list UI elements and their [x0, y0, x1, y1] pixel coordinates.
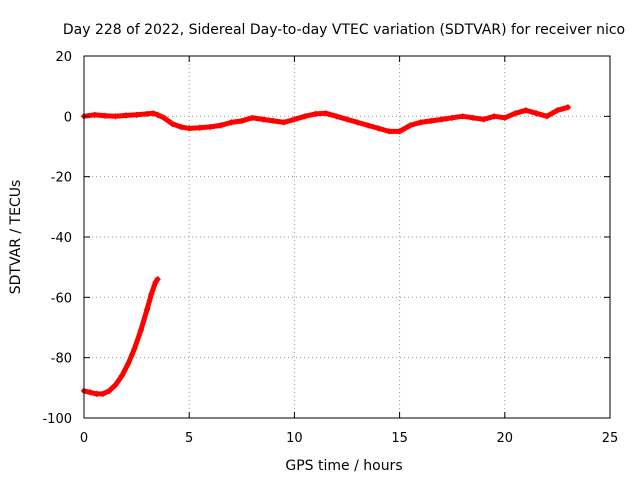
- data-point: [564, 104, 571, 111]
- data-point: [148, 291, 155, 298]
- data-point: [217, 122, 224, 129]
- data-point: [196, 124, 203, 131]
- data-point: [93, 390, 100, 397]
- data-point: [365, 122, 372, 129]
- y-tick-label: -40: [51, 231, 72, 246]
- data-point: [470, 114, 477, 121]
- data-point: [169, 120, 176, 127]
- y-tick-label: -20: [51, 171, 72, 186]
- data-point: [554, 107, 561, 114]
- data-point: [396, 128, 403, 135]
- series-main-trace: [81, 104, 571, 135]
- data-point: [102, 112, 109, 119]
- x-tick-label: 15: [391, 431, 408, 446]
- data-point: [150, 110, 157, 117]
- data-point: [160, 114, 167, 121]
- data-point: [106, 387, 113, 394]
- data-point: [133, 111, 140, 118]
- series-band: [81, 276, 161, 397]
- x-tick-label: 5: [185, 431, 193, 446]
- x-tick-label: 0: [80, 431, 88, 446]
- series-layer: [81, 104, 571, 397]
- y-tick-label: 0: [64, 110, 72, 125]
- data-point: [131, 345, 138, 352]
- series-lower-trace: [81, 276, 161, 397]
- data-point: [522, 107, 529, 114]
- data-point: [99, 390, 106, 397]
- data-point: [291, 116, 298, 123]
- data-point: [249, 114, 256, 121]
- data-point: [123, 112, 130, 119]
- data-point: [512, 110, 519, 117]
- data-point: [375, 125, 382, 132]
- data-point: [501, 114, 508, 121]
- data-point: [354, 119, 361, 126]
- data-point: [438, 116, 445, 123]
- y-tick-label: -60: [51, 291, 72, 306]
- data-point: [449, 114, 456, 121]
- data-point: [322, 110, 329, 117]
- data-point: [417, 119, 424, 126]
- data-point: [118, 372, 125, 379]
- data-point: [491, 113, 498, 120]
- tick-labels: 0 5 10 15 20 25 -100 -80 -60 -40 -20 0 20: [42, 50, 618, 446]
- data-point: [543, 113, 550, 120]
- data-point: [386, 128, 393, 135]
- data-point: [91, 111, 98, 118]
- data-point: [207, 123, 214, 130]
- data-point: [228, 119, 235, 126]
- data-point: [144, 110, 151, 117]
- data-point: [333, 113, 340, 120]
- x-tick-label: 20: [497, 431, 514, 446]
- data-point: [480, 116, 487, 123]
- data-point: [154, 276, 161, 283]
- data-point: [270, 117, 277, 124]
- data-point: [154, 111, 161, 118]
- data-point: [177, 123, 184, 130]
- data-point: [428, 117, 435, 124]
- data-point: [301, 113, 308, 120]
- data-point: [186, 125, 193, 132]
- data-point: [459, 113, 466, 120]
- data-point: [344, 116, 350, 123]
- data-point: [112, 381, 119, 388]
- x-tick-label: 25: [602, 431, 619, 446]
- data-point: [533, 110, 540, 117]
- data-point: [144, 306, 151, 313]
- data-point: [137, 327, 144, 334]
- data-point: [87, 389, 94, 396]
- x-tick-label: 10: [286, 431, 303, 446]
- chart-title: Day 228 of 2022, Sidereal Day-to-day VTE…: [63, 22, 625, 38]
- data-point: [112, 113, 119, 120]
- data-point: [407, 122, 414, 129]
- data-point: [280, 119, 287, 126]
- y-tick-label: -80: [51, 352, 72, 367]
- y-tick-label: 20: [55, 50, 72, 65]
- data-point: [312, 110, 319, 117]
- x-axis-label: GPS time / hours: [285, 458, 402, 474]
- data-point: [238, 117, 245, 124]
- data-point: [259, 116, 266, 123]
- data-point: [152, 279, 159, 286]
- y-tick-label: -100: [42, 412, 72, 427]
- y-axis-label: SDTVAR / TECUs: [8, 180, 24, 295]
- data-point: [125, 360, 132, 367]
